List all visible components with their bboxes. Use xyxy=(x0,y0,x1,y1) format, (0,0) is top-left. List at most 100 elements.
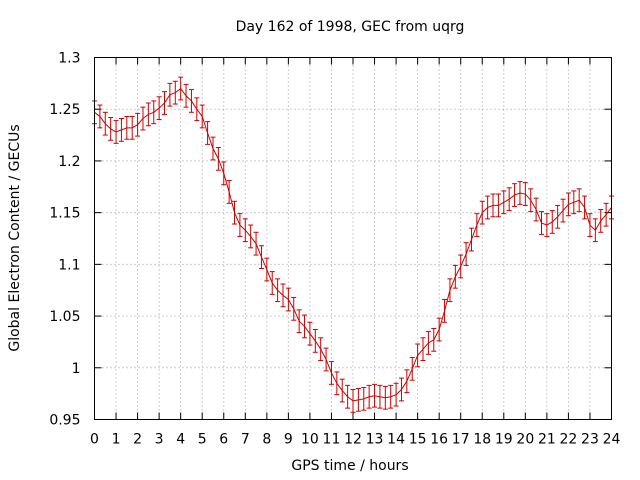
error-bar xyxy=(210,136,216,161)
error-bar xyxy=(285,287,291,312)
x-tick-label: 16 xyxy=(430,432,448,448)
error-bar xyxy=(178,76,184,101)
error-bar xyxy=(129,115,135,140)
error-bar xyxy=(102,111,108,136)
error-bar xyxy=(382,385,388,410)
error-bar xyxy=(393,382,399,407)
x-tick-label: 17 xyxy=(452,432,470,448)
x-tick-label: 5 xyxy=(198,432,207,448)
error-bar xyxy=(571,190,577,215)
error-bar xyxy=(495,193,501,218)
error-bar xyxy=(302,314,308,339)
y-axis-label: Global Electron Content / GECUs xyxy=(7,124,23,351)
x-tick-label: 23 xyxy=(581,432,599,448)
error-bar xyxy=(490,193,496,218)
error-bar xyxy=(603,202,609,227)
x-tick-label: 10 xyxy=(301,432,319,448)
error-bar xyxy=(415,343,421,368)
error-bar xyxy=(253,231,259,256)
y-tick-label: 1.15 xyxy=(49,206,80,222)
error-bar xyxy=(323,347,329,372)
x-tick-label: 7 xyxy=(241,432,250,448)
error-bar xyxy=(334,371,340,396)
error-bar xyxy=(463,242,469,266)
error-bar xyxy=(479,200,485,225)
error-bar xyxy=(242,218,248,243)
error-bar xyxy=(565,192,571,217)
x-tick-label: 1 xyxy=(112,432,121,448)
error-bar xyxy=(183,83,189,108)
error-bar xyxy=(339,378,345,403)
x-tick-label: 11 xyxy=(323,432,341,448)
error-bar xyxy=(582,195,588,220)
error-bar xyxy=(156,96,162,121)
x-tick-label: 2 xyxy=(133,432,142,448)
x-tick-label: 6 xyxy=(219,432,228,448)
error-bar xyxy=(458,254,464,279)
error-bar xyxy=(108,116,114,141)
error-bar xyxy=(468,227,474,252)
error-bar xyxy=(501,190,507,215)
x-tick-label: 20 xyxy=(516,432,534,448)
error-bar xyxy=(576,188,582,213)
chart-title: Day 162 of 1998, GEC from uqrg xyxy=(236,19,465,35)
error-bar xyxy=(452,264,458,289)
error-bar xyxy=(226,180,232,204)
error-bar xyxy=(162,91,168,115)
y-tick-label: 1.2 xyxy=(58,154,80,170)
error-bar xyxy=(215,146,221,171)
y-tick-label: 1.25 xyxy=(49,102,80,118)
error-bar xyxy=(506,187,512,212)
error-bar xyxy=(124,115,130,140)
error-bar xyxy=(291,296,297,321)
error-bar xyxy=(97,104,103,129)
x-tick-label: 3 xyxy=(155,432,164,448)
error-bar xyxy=(425,331,431,355)
error-bar xyxy=(355,387,361,412)
error-bar xyxy=(592,218,598,243)
x-tick-label: 9 xyxy=(284,432,293,448)
error-bar xyxy=(442,299,448,323)
y-tick-label: 1 xyxy=(72,361,81,377)
error-bar xyxy=(431,327,437,352)
error-bar xyxy=(345,384,351,409)
error-bar xyxy=(258,245,264,269)
error-bar xyxy=(447,278,453,303)
x-tick-label: 24 xyxy=(603,432,621,448)
error-bar xyxy=(328,361,334,385)
y-tick-label: 1.1 xyxy=(58,257,80,273)
error-bar xyxy=(404,369,410,394)
error-bar xyxy=(544,213,550,237)
y-tick-label: 1.3 xyxy=(58,51,80,67)
x-tick-label: 21 xyxy=(538,432,556,448)
x-tick-label: 15 xyxy=(409,432,427,448)
error-bar xyxy=(366,384,372,409)
error-bar xyxy=(296,309,302,334)
x-tick-label: 13 xyxy=(366,432,384,448)
error-bar xyxy=(318,337,324,362)
error-bar xyxy=(248,224,254,249)
error-bar xyxy=(135,112,141,137)
plot-frame xyxy=(94,57,612,420)
error-bar xyxy=(269,271,275,295)
x-tick-label: 0 xyxy=(90,432,99,448)
error-bar xyxy=(533,197,539,222)
error-bar xyxy=(549,210,555,234)
error-bar xyxy=(118,118,124,142)
error-bar xyxy=(167,82,173,107)
error-bar xyxy=(307,321,313,346)
error-bar xyxy=(522,182,528,206)
x-tick-label: 4 xyxy=(176,432,185,448)
error-bar xyxy=(528,188,534,213)
error-bar xyxy=(512,183,518,207)
tick-labels: 0 1 2 3 4 5 6 7 8 9 10 11 12 13 14 15 16 17 18 19 20 21 22 23 24… xyxy=(49,51,620,448)
error-bar xyxy=(409,356,415,381)
error-bar xyxy=(221,161,227,186)
error-bar xyxy=(199,104,205,129)
error-bar xyxy=(140,106,146,131)
error-bar xyxy=(598,209,604,233)
error-bar xyxy=(237,213,243,237)
error-bar xyxy=(388,384,394,409)
error-bar xyxy=(517,181,523,205)
x-axis-label: GPS time / hours xyxy=(291,458,408,474)
